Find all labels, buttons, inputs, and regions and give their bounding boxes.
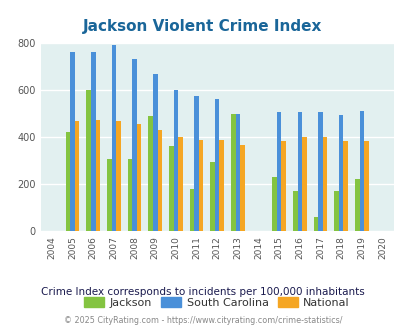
Text: © 2025 CityRating.com - https://www.cityrating.com/crime-statistics/: © 2025 CityRating.com - https://www.city…	[64, 316, 341, 325]
Bar	[214, 99, 219, 231]
Bar	[276, 112, 281, 231]
Bar	[301, 137, 306, 231]
Bar	[292, 191, 297, 231]
Bar	[189, 189, 194, 231]
Bar	[235, 114, 239, 231]
Bar	[173, 90, 178, 231]
Bar	[363, 141, 368, 231]
Bar	[157, 130, 162, 231]
Bar	[281, 141, 285, 231]
Bar	[168, 147, 173, 231]
Bar	[132, 59, 136, 231]
Bar	[91, 51, 95, 231]
Bar	[338, 115, 343, 231]
Bar	[219, 140, 224, 231]
Bar	[116, 121, 120, 231]
Bar	[95, 119, 100, 231]
Bar	[297, 112, 301, 231]
Bar	[239, 145, 244, 231]
Bar	[322, 137, 326, 231]
Bar	[178, 137, 182, 231]
Bar	[136, 124, 141, 231]
Bar	[230, 114, 235, 231]
Bar	[210, 162, 214, 231]
Legend: Jackson, South Carolina, National: Jackson, South Carolina, National	[80, 293, 354, 313]
Text: Crime Index corresponds to incidents per 100,000 inhabitants: Crime Index corresponds to incidents per…	[41, 287, 364, 297]
Text: Jackson Violent Crime Index: Jackson Violent Crime Index	[83, 19, 322, 34]
Bar	[359, 111, 363, 231]
Bar	[148, 116, 153, 231]
Bar	[111, 45, 116, 231]
Bar	[194, 96, 198, 231]
Bar	[318, 112, 322, 231]
Bar	[107, 159, 111, 231]
Bar	[354, 179, 359, 231]
Bar	[343, 141, 347, 231]
Bar	[128, 159, 132, 231]
Bar	[75, 121, 79, 231]
Bar	[272, 177, 276, 231]
Bar	[198, 140, 203, 231]
Bar	[70, 51, 75, 231]
Bar	[333, 191, 338, 231]
Bar	[313, 217, 318, 231]
Bar	[86, 90, 91, 231]
Bar	[66, 132, 70, 231]
Bar	[153, 74, 157, 231]
